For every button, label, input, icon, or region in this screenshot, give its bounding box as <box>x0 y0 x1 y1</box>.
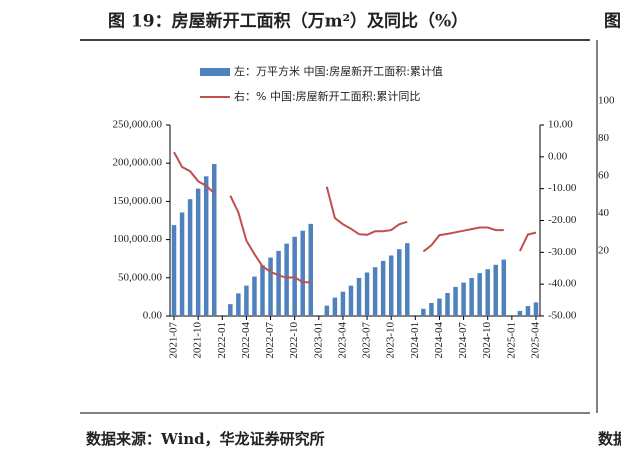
bar <box>308 223 314 316</box>
bar <box>493 264 499 316</box>
neighbor-tick-label: 60 <box>598 170 610 182</box>
line <box>173 151 537 284</box>
bar <box>260 265 265 316</box>
neighbor-title: 图 <box>604 12 621 32</box>
y2-tick-label: -30.00 <box>548 246 577 258</box>
bar <box>252 276 257 316</box>
x-tick-label: 2022-07 <box>264 322 276 359</box>
bar <box>195 188 201 316</box>
bar <box>405 243 410 316</box>
bar <box>228 304 233 316</box>
neighbor-tick-label: 20 <box>598 245 610 257</box>
bar <box>485 269 490 316</box>
y-tick-label: 150,000.00 <box>113 195 163 207</box>
y-tick-label: 100,000.00 <box>113 233 163 245</box>
bar <box>324 305 330 316</box>
y2-tick-label: -10.00 <box>548 182 577 194</box>
x-tick-label: 2024-01 <box>409 322 421 359</box>
x-tick-label: 2022-10 <box>288 322 300 359</box>
bar <box>276 250 281 316</box>
neighbor-source: 数据 <box>598 430 621 448</box>
bar <box>364 272 370 316</box>
y2-tick-label: -40.00 <box>548 278 577 290</box>
bar <box>461 282 466 316</box>
x-tick-label: 2023-07 <box>361 322 373 359</box>
bar <box>300 230 305 316</box>
neighbor-tick-label: 40 <box>598 207 610 219</box>
bar <box>477 273 482 316</box>
bar <box>268 257 273 316</box>
chart-title: 图 19：房屋新开工面积（万m²）及同比（%） <box>108 11 468 32</box>
bar <box>517 310 523 316</box>
y2-tick-label: 0.00 <box>548 150 568 162</box>
source: 数据来源：Wind，华龙证券研究所 <box>86 430 325 448</box>
bar <box>244 285 249 316</box>
bar <box>380 260 386 316</box>
bar <box>356 277 362 316</box>
bar <box>396 249 402 316</box>
neighbor-tick-label: 100 <box>598 95 615 107</box>
bar <box>187 199 193 316</box>
y2-tick-label: -20.00 <box>548 214 577 226</box>
x-tick-label: 2025-04 <box>530 322 542 359</box>
bar <box>332 297 338 316</box>
bar <box>469 277 474 316</box>
bar <box>453 286 458 316</box>
bar <box>445 293 450 316</box>
x-tick-label: 2024-04 <box>433 322 445 359</box>
bar <box>372 267 378 316</box>
bar <box>340 291 346 316</box>
x-tick-label: 2022-04 <box>240 322 252 359</box>
x-tick-label: 2022-01 <box>216 322 228 359</box>
neighbor-tick-label: 80 <box>598 132 610 144</box>
bar <box>421 308 426 316</box>
legend-label: 左：万平方米 中国:房屋新开工面积:累计值 <box>234 64 443 78</box>
bar <box>179 212 185 316</box>
x-tick-label: 2021-10 <box>192 322 204 359</box>
y2-tick-label: 10.00 <box>548 119 573 131</box>
y-tick-label: 0.00 <box>143 310 163 322</box>
y2-tick-label: -50.00 <box>548 310 577 322</box>
bar <box>211 164 217 316</box>
bar <box>437 298 442 316</box>
x-tick-label: 2024-10 <box>481 322 493 359</box>
bar <box>388 255 394 316</box>
bar <box>429 302 434 316</box>
legend-swatch <box>200 68 230 76</box>
bar <box>525 306 531 316</box>
bar <box>533 302 539 316</box>
legend-label: 右：% 中国:房屋新开工面积:累计同比 <box>234 89 420 103</box>
bar <box>348 285 354 316</box>
x-tick-label: 2023-04 <box>336 322 348 359</box>
bar <box>284 243 289 316</box>
x-tick-label: 2021-07 <box>168 322 180 359</box>
bar <box>501 259 507 316</box>
x-tick-label: 2024-07 <box>457 322 469 359</box>
y-tick-label: 200,000.00 <box>113 157 163 169</box>
x-tick-label: 2025-01 <box>505 322 517 359</box>
y-tick-label: 50,000.00 <box>118 271 163 283</box>
y-tick-label: 250,000.00 <box>113 119 163 131</box>
bar <box>171 225 177 316</box>
bar <box>236 293 241 316</box>
x-tick-label: 2023-10 <box>385 322 397 359</box>
bar <box>203 176 209 316</box>
x-tick-label: 2023-01 <box>312 322 324 359</box>
